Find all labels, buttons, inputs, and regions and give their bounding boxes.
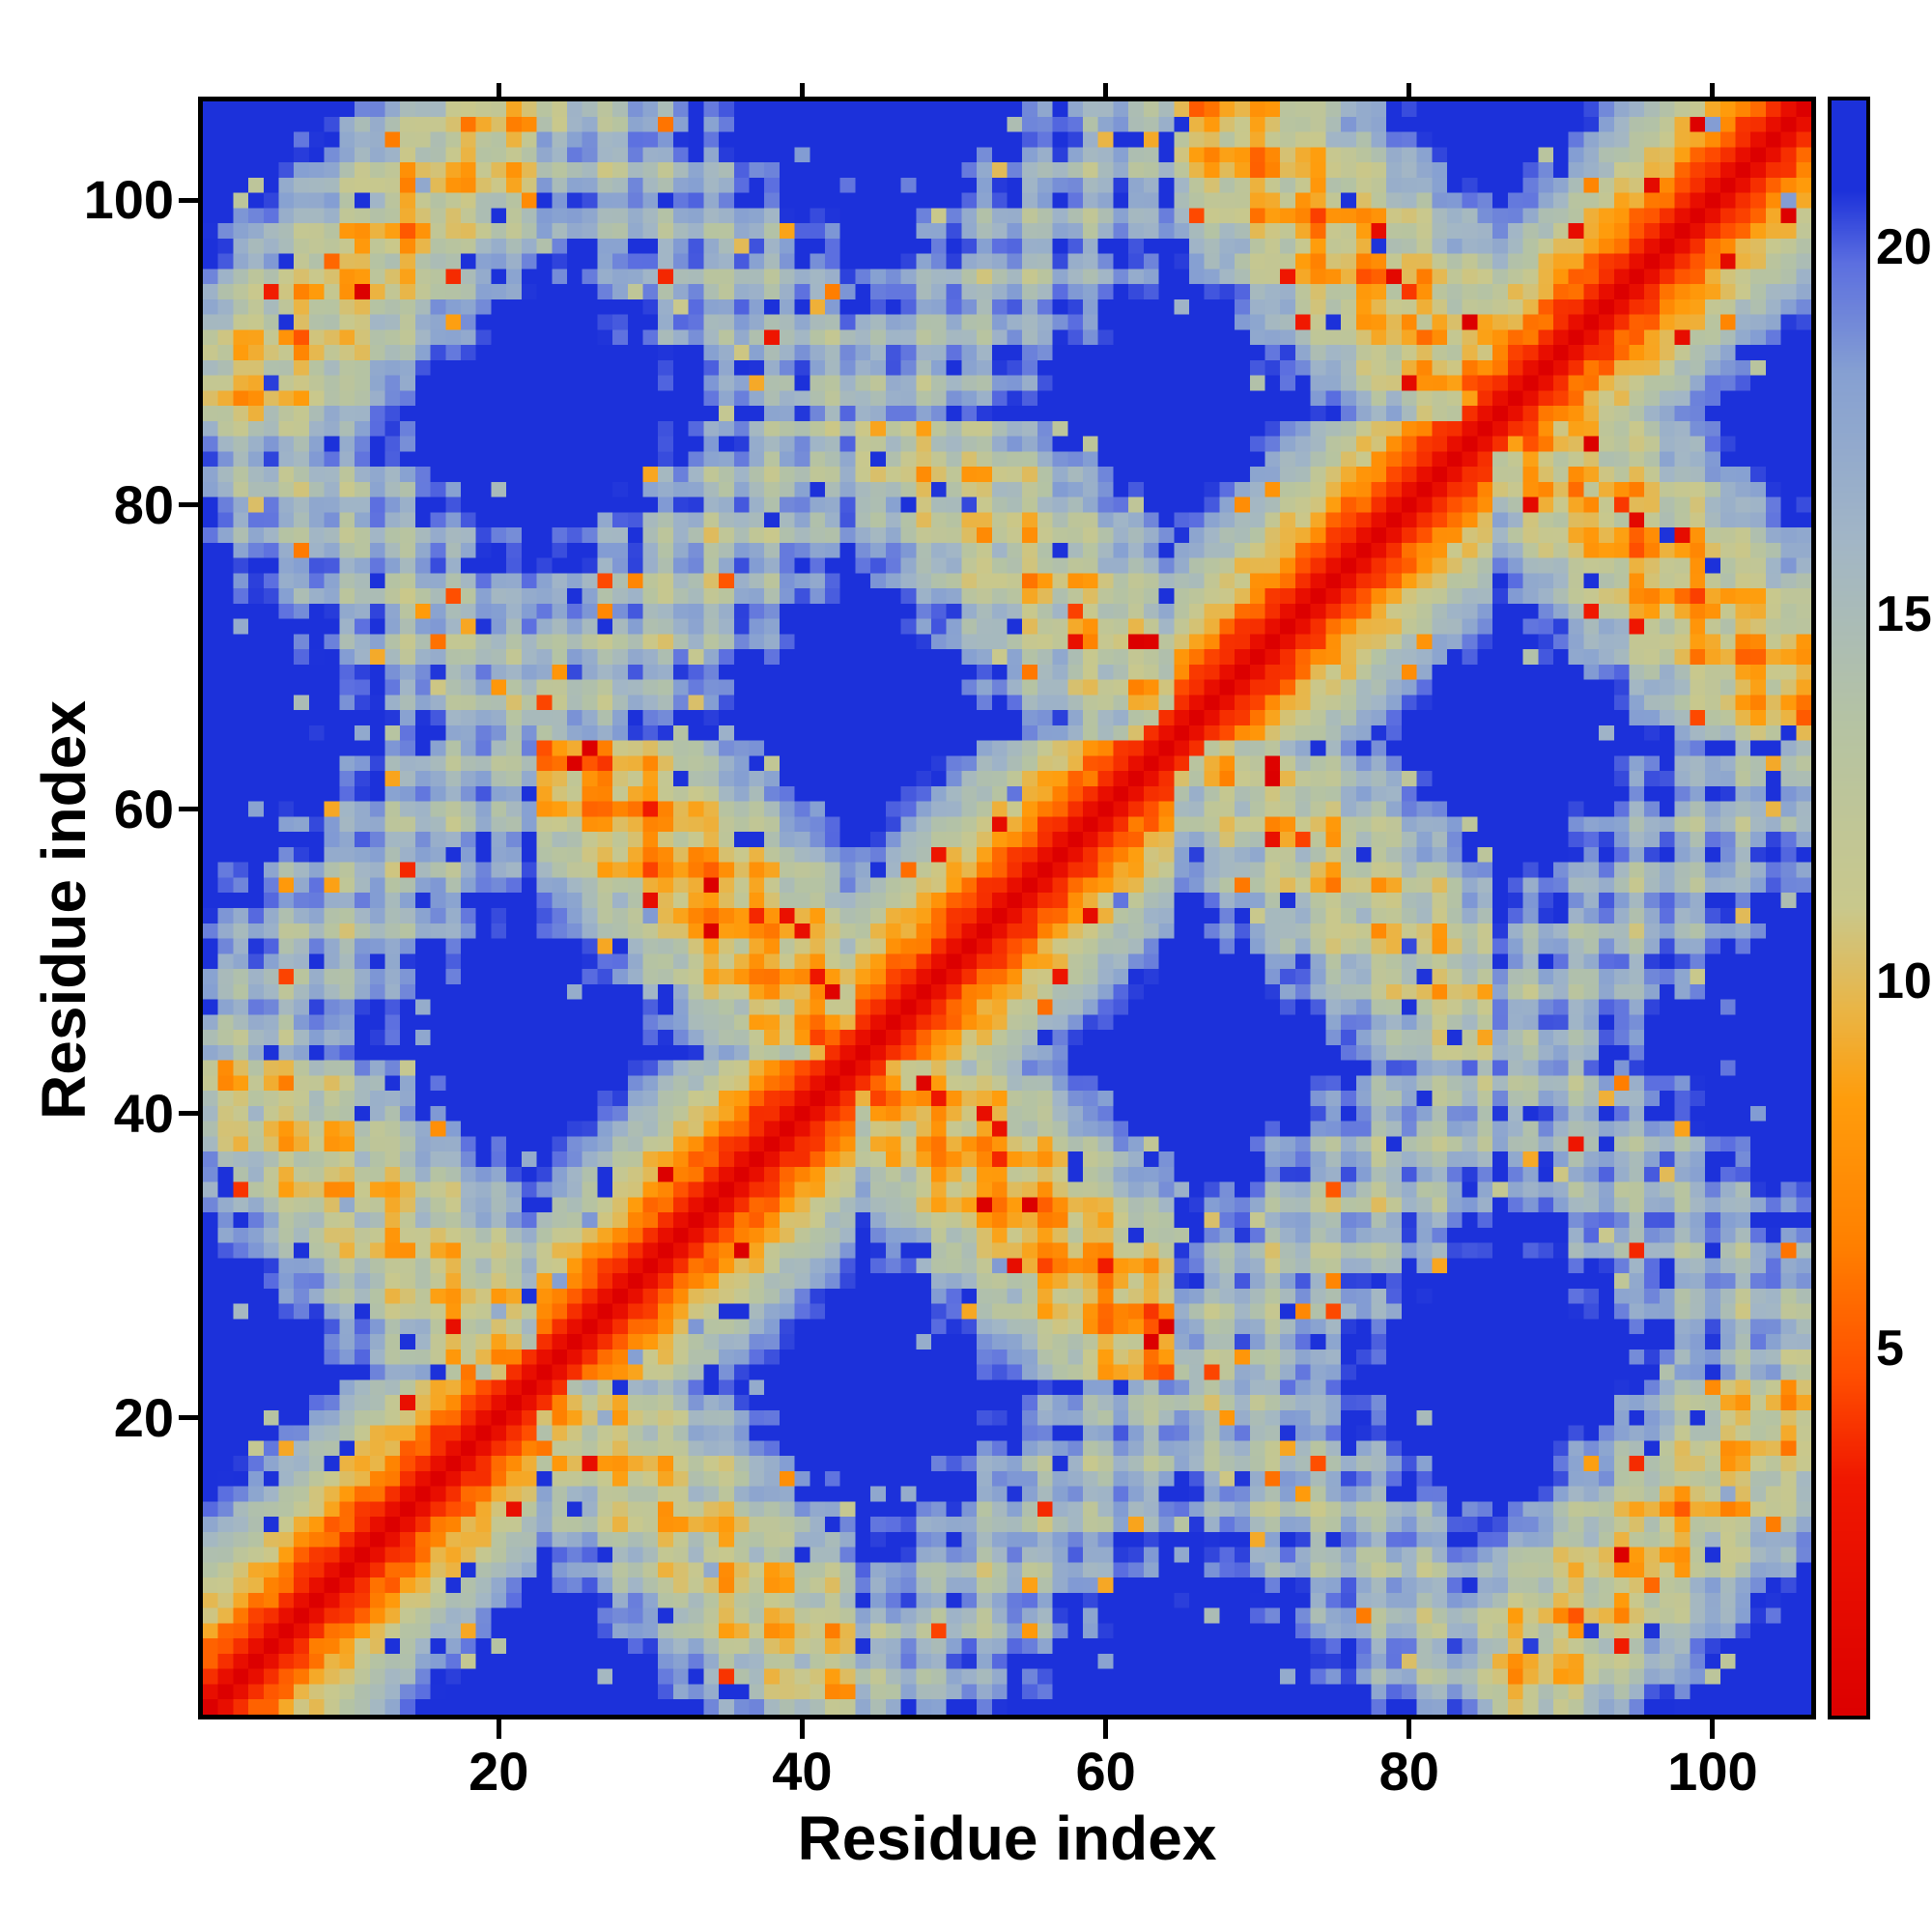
- x-axis-tick: [496, 1719, 501, 1739]
- plot-frame: [198, 97, 1816, 1719]
- colorbar-gradient: [1832, 100, 1866, 1716]
- y-axis-tick: [179, 1111, 198, 1117]
- x-axis-top-tick: [1406, 83, 1412, 97]
- x-axis-top-tick: [496, 83, 501, 97]
- y-tick-label: 100: [83, 169, 174, 231]
- x-axis-tick: [1710, 1719, 1716, 1739]
- x-axis-tick: [1103, 1719, 1109, 1739]
- y-axis-tick: [179, 502, 198, 507]
- y-tick-label: 80: [113, 473, 174, 535]
- colorbar-tick-label: 10: [1876, 953, 1932, 1009]
- x-axis-top-tick: [1103, 83, 1109, 97]
- x-tick-label: 40: [772, 1741, 833, 1802]
- colorbar: [1828, 97, 1870, 1719]
- x-axis-label: Residue index: [797, 1804, 1217, 1873]
- x-tick-label: 60: [1075, 1741, 1136, 1802]
- x-tick-label: 100: [1667, 1741, 1758, 1802]
- x-axis-top-tick: [1710, 83, 1716, 97]
- x-tick-label: 80: [1378, 1741, 1439, 1802]
- x-axis-tick: [799, 1719, 805, 1739]
- heatmap-canvas: [203, 101, 1811, 1715]
- y-axis-tick: [179, 1415, 198, 1421]
- colorbar-tick-label: 15: [1876, 586, 1932, 642]
- y-axis-tick: [179, 807, 198, 812]
- x-axis-tick: [1406, 1719, 1412, 1739]
- y-axis-label: Residue index: [29, 700, 99, 1120]
- y-axis-tick: [179, 197, 198, 203]
- x-axis-top-tick: [799, 83, 805, 97]
- y-tick-label: 20: [113, 1386, 174, 1448]
- colorbar-tick-label: 20: [1876, 219, 1932, 275]
- x-tick-label: 20: [469, 1741, 529, 1802]
- colorbar-tick-label: 5: [1876, 1321, 1904, 1377]
